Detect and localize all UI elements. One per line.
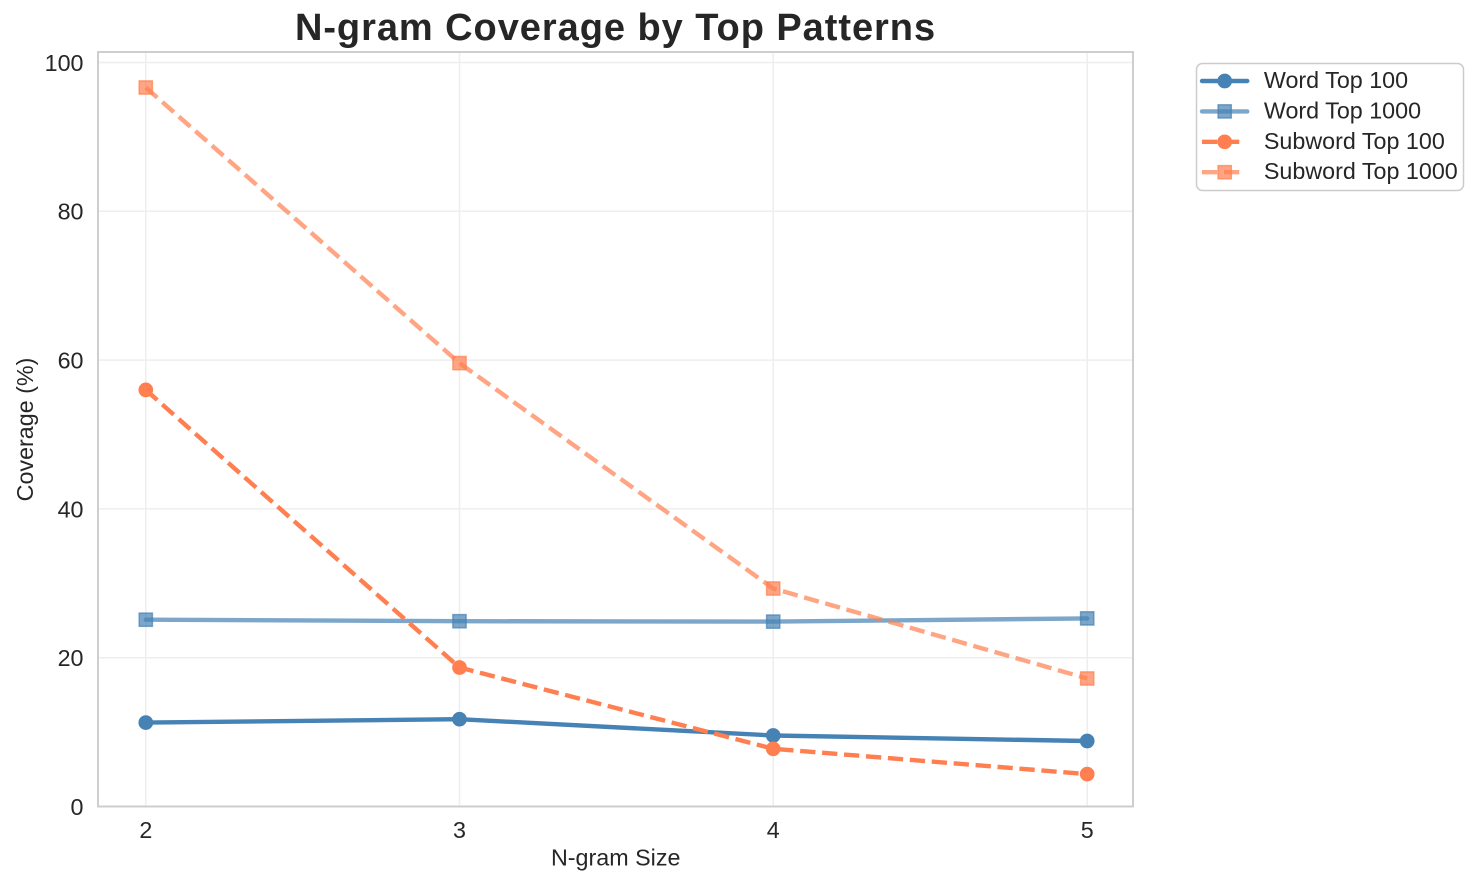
svg-text:60: 60 (58, 348, 84, 374)
svg-text:5: 5 (1081, 817, 1094, 843)
svg-text:Coverage (%): Coverage (%) (12, 358, 38, 502)
svg-text:Word Top 1000: Word Top 1000 (1264, 97, 1421, 123)
svg-text:N-gram Coverage by Top Pattern: N-gram Coverage by Top Patterns (295, 7, 936, 49)
svg-text:100: 100 (45, 50, 84, 76)
svg-text:Subword Top 1000: Subword Top 1000 (1264, 158, 1458, 184)
svg-text:3: 3 (453, 817, 466, 843)
svg-text:4: 4 (767, 817, 780, 843)
svg-text:N-gram Size: N-gram Size (551, 845, 680, 871)
svg-text:80: 80 (58, 199, 84, 225)
svg-text:40: 40 (58, 496, 84, 522)
svg-text:Subword Top 100: Subword Top 100 (1264, 128, 1445, 154)
svg-text:2: 2 (139, 817, 152, 843)
svg-text:0: 0 (71, 794, 84, 820)
svg-text:20: 20 (58, 645, 84, 671)
svg-text:Word Top 100: Word Top 100 (1264, 67, 1408, 93)
